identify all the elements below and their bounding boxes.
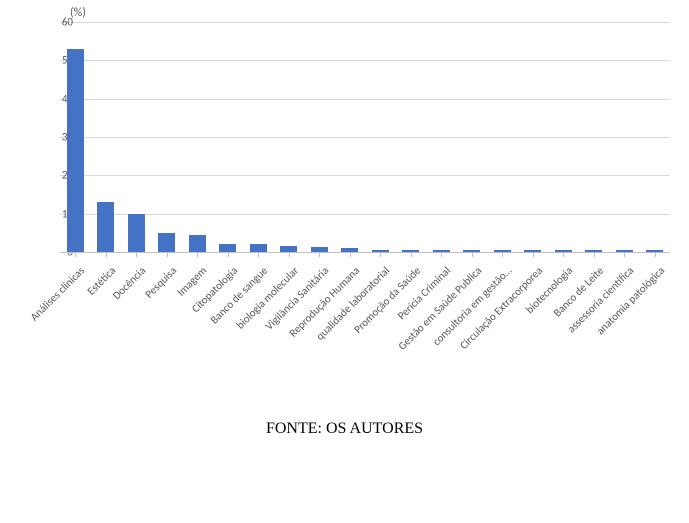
y-tick-label: 60: [49, 16, 73, 29]
x-tick-mark: [228, 252, 229, 257]
x-tick-mark: [502, 252, 503, 257]
bar: [67, 49, 84, 252]
bar: [555, 250, 572, 252]
x-tick-mark: [411, 252, 412, 257]
x-tick-mark: [319, 252, 320, 257]
x-tick-mark: [533, 252, 534, 257]
grid-line: [60, 99, 670, 100]
chart-container: (%) 0102030405060 Análises clínicasEstét…: [0, 0, 689, 523]
bar: [616, 250, 633, 252]
x-tick-mark: [136, 252, 137, 257]
bar: [585, 250, 602, 252]
bar: [402, 250, 419, 252]
bar: [463, 250, 480, 252]
source-caption: FONTE: OS AUTORES: [0, 420, 689, 438]
grid-line: [60, 22, 670, 23]
bar: [250, 244, 267, 252]
x-tick-mark: [167, 252, 168, 257]
x-tick-mark: [563, 252, 564, 257]
bar: [646, 250, 663, 252]
x-tick-label: Análises clínicas: [28, 264, 88, 324]
x-tick-mark: [75, 252, 76, 257]
x-tick-mark: [655, 252, 656, 257]
bar: [341, 248, 358, 252]
x-tick-mark: [624, 252, 625, 257]
bar: [372, 250, 389, 252]
grid-line: [60, 137, 670, 138]
bar: [189, 235, 206, 252]
bar: [280, 246, 297, 252]
bar: [494, 250, 511, 252]
x-axis-line: [60, 252, 670, 253]
bar: [158, 233, 175, 252]
grid-line: [60, 60, 670, 61]
bar: [97, 202, 114, 252]
x-tick-mark: [197, 252, 198, 257]
bar: [128, 214, 145, 252]
x-tick-mark: [380, 252, 381, 257]
x-tick-mark: [258, 252, 259, 257]
bar: [311, 247, 328, 252]
x-tick-mark: [472, 252, 473, 257]
x-tick-mark: [289, 252, 290, 257]
bar: [433, 250, 450, 252]
x-tick-mark: [350, 252, 351, 257]
grid-line: [60, 214, 670, 215]
bar: [219, 244, 236, 252]
bar: [524, 250, 541, 252]
x-tick-label: Docência: [110, 264, 148, 302]
x-tick-mark: [106, 252, 107, 257]
x-tick-mark: [594, 252, 595, 257]
x-tick-mark: [441, 252, 442, 257]
grid-line: [60, 175, 670, 176]
x-tick-label: Pesquisa: [142, 264, 179, 301]
